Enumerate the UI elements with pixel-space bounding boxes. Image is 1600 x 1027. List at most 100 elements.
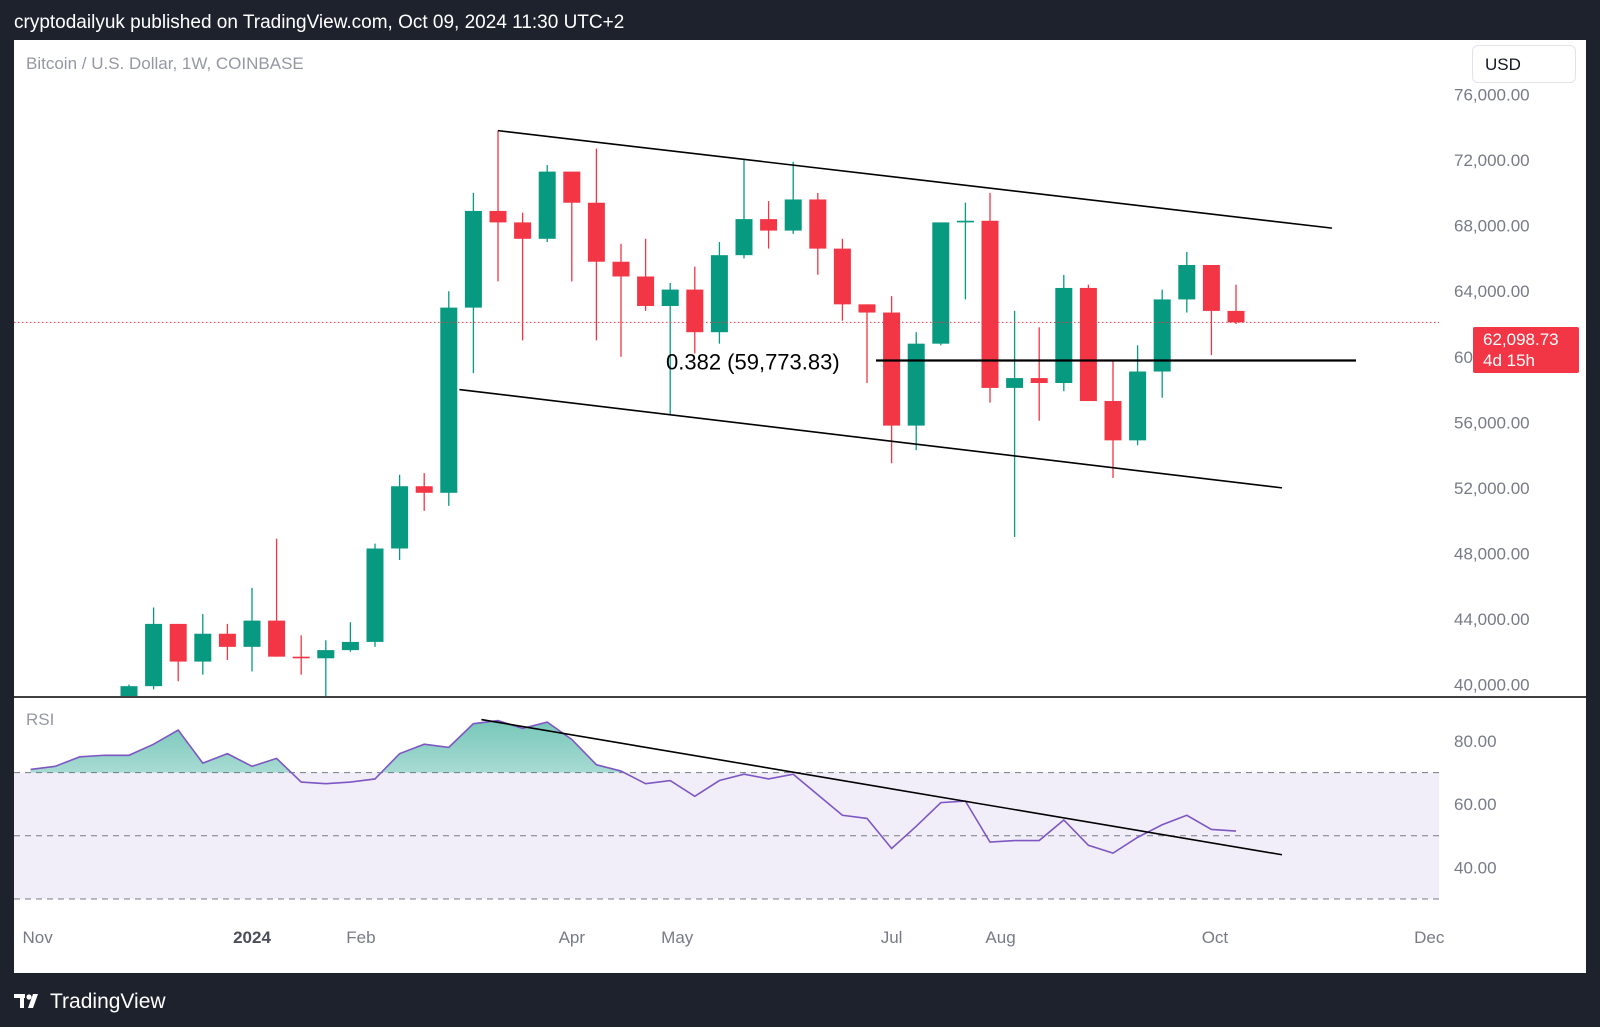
price-axis-tick: 72,000.00: [1454, 151, 1530, 170]
candle-body: [661, 289, 679, 306]
candle-body: [809, 199, 827, 249]
candle-body: [538, 171, 556, 239]
rsi-label: RSI: [26, 710, 54, 729]
fib-level-label: 0.382 (59,773.83): [666, 349, 840, 374]
candle: [1129, 345, 1147, 446]
candle-body: [341, 641, 359, 651]
candle: [1104, 360, 1122, 479]
candle-body: [464, 210, 482, 308]
candle-body: [489, 210, 507, 223]
candle: [858, 304, 876, 383]
candle: [809, 192, 827, 275]
candle-body: [415, 486, 433, 493]
bar-countdown-label: 4d 15h: [1483, 351, 1535, 370]
chart-frame: RSI 0.382 (59,773.83) 76,000.00 72,000.00…: [14, 40, 1586, 973]
candle: [612, 243, 630, 357]
candle: [760, 201, 778, 249]
candle-body: [268, 620, 286, 657]
price-axis-tick: 56,000.00: [1454, 413, 1530, 432]
candle: [784, 161, 802, 234]
time-axis-tick: Aug: [985, 928, 1015, 947]
tradingview-brand: TradingView: [50, 990, 166, 1013]
candle-body: [218, 633, 236, 647]
current-price-label: 62,098.73: [1483, 330, 1559, 349]
rsi-overbought-fill: [30, 720, 625, 773]
candle: [194, 614, 212, 675]
candle: [686, 266, 704, 354]
chart-canvas[interactable]: RSI 0.382 (59,773.83) 76,000.00 72,000.00…: [14, 40, 1586, 973]
candle: [538, 165, 556, 243]
candle-body: [1006, 378, 1024, 388]
candle: [268, 538, 286, 657]
candle: [145, 607, 163, 690]
candle: [637, 238, 655, 311]
time-axis-tick: Oct: [1202, 928, 1229, 947]
candle-body: [391, 486, 409, 549]
candle-body: [317, 650, 335, 659]
candle: [415, 473, 433, 511]
candle-body: [514, 222, 532, 239]
candle-body: [637, 276, 655, 306]
candle-body: [587, 202, 605, 262]
candle-body: [858, 304, 876, 313]
candle-body: [735, 219, 753, 256]
candle: [391, 474, 409, 560]
candle-body: [956, 220, 974, 223]
candle: [833, 238, 851, 321]
price-axis-tick: 52,000.00: [1454, 479, 1530, 498]
candle: [907, 332, 925, 451]
candle-body: [1030, 378, 1048, 383]
candle: [563, 171, 581, 282]
candle: [1153, 289, 1171, 398]
publish-info: cryptodailyuk published on TradingView.c…: [14, 12, 625, 33]
price-axis-tick: 64,000.00: [1454, 282, 1530, 301]
candle-body: [883, 312, 901, 426]
candle-body: [686, 289, 704, 333]
candle-body: [1104, 401, 1122, 441]
candle-body: [1129, 371, 1147, 441]
candle-body: [760, 219, 778, 231]
candle: [1202, 265, 1220, 356]
candle: [440, 291, 458, 506]
tradingview-logo-icon: [14, 994, 38, 1008]
candle: [489, 130, 507, 282]
candle-body: [907, 343, 925, 426]
candle: [317, 640, 335, 696]
symbol-title: Bitcoin / U.S. Dollar, 1W, COINBASE: [26, 54, 304, 73]
rsi-axis-tick: 40.00: [1454, 858, 1497, 877]
candle: [169, 623, 187, 682]
candle: [981, 192, 999, 403]
price-axis-tick: 40,000.00: [1454, 676, 1530, 695]
candle: [661, 283, 679, 415]
candle-body: [1202, 265, 1220, 311]
current-price-tag: 62,098.73 4d 15h: [1473, 327, 1579, 373]
candle-body: [1055, 287, 1073, 383]
rsi-line: [30, 719, 1237, 855]
candle-body: [366, 548, 384, 642]
time-axis-tick: May: [661, 928, 694, 947]
candle: [464, 192, 482, 374]
candle: [292, 635, 310, 675]
time-axis-tick: 2024: [233, 928, 271, 947]
candle: [1178, 251, 1196, 313]
time-axis-tick: Jul: [881, 928, 903, 947]
candle: [243, 587, 261, 672]
price-axis-tick: 76,000.00: [1454, 86, 1530, 105]
candle-body: [710, 255, 728, 333]
candle-body: [292, 656, 310, 659]
rsi-axis-tick: 60.00: [1454, 795, 1497, 814]
candle-body: [784, 199, 802, 231]
candle-body: [981, 220, 999, 388]
candle: [366, 543, 384, 647]
channel-upper-line: [497, 129, 1333, 229]
candle-body: [194, 633, 212, 662]
tradingview-logo[interactable]: TradingView: [14, 990, 166, 1014]
currency-button[interactable]: USD: [1472, 45, 1576, 83]
candle: [735, 160, 753, 259]
candle-body: [1227, 310, 1245, 323]
candle: [710, 242, 728, 344]
candle-body: [932, 222, 950, 344]
candle: [587, 148, 605, 341]
rsi-trend-line: [481, 718, 1283, 856]
candle-body: [145, 623, 163, 687]
